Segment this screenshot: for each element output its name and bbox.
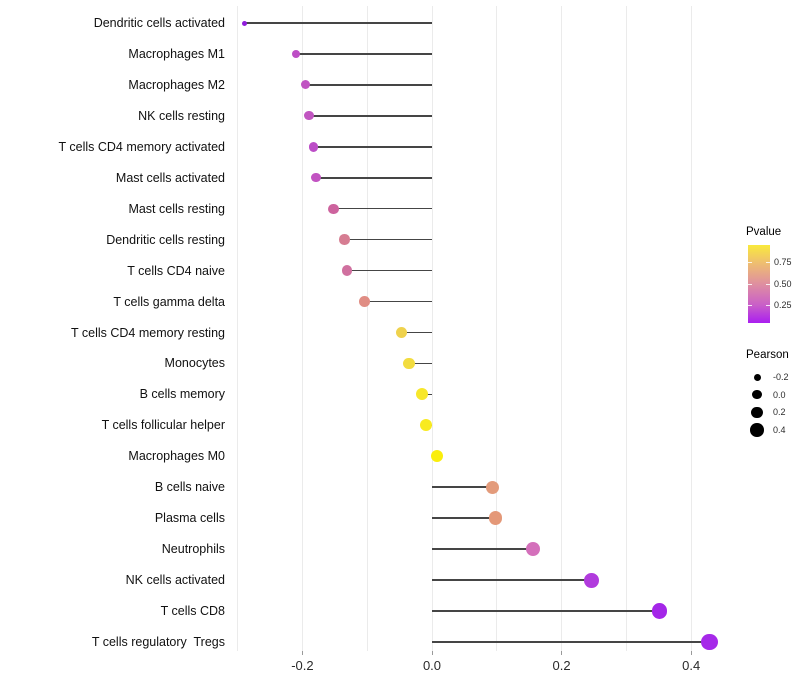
lollipop-stick <box>344 238 432 241</box>
row-label: B cells naive <box>154 480 225 495</box>
pvalue-legend-tick <box>748 284 752 286</box>
x-axis-tick <box>690 651 692 655</box>
row-label: NK cells resting <box>138 108 225 123</box>
lollipop-dot <box>420 419 433 432</box>
pvalue-legend-label: 0.25 <box>774 300 792 311</box>
lollipop-stick <box>432 579 592 581</box>
lollipop-dot <box>241 20 247 26</box>
row-label: Neutrophils <box>161 542 225 557</box>
row-label: T cells CD8 <box>160 604 225 619</box>
pearson-key-dot <box>750 423 764 437</box>
row-label: Mast cells resting <box>128 201 225 216</box>
row-label: T cells CD4 memory activated <box>58 139 226 154</box>
pvalue-legend-tick <box>748 262 752 264</box>
row-label: T cells gamma delta <box>113 294 225 309</box>
lollipop-dot <box>651 603 668 619</box>
gridline <box>431 6 433 651</box>
row-label: T cells CD4 memory resting <box>71 325 225 340</box>
lollipop-dot <box>328 203 339 214</box>
pvalue-legend-label: 0.75 <box>774 257 792 268</box>
lollipop-dot <box>395 326 408 339</box>
x-axis-tick-label: -0.2 <box>291 658 314 673</box>
pearson-key-label: 0.0 <box>773 389 786 400</box>
pvalue-legend-tick <box>766 284 770 286</box>
pvalue-legend-label: 0.50 <box>774 279 792 289</box>
lollipop-stick <box>409 362 432 365</box>
x-axis-tick-label: 0.4 <box>682 658 701 673</box>
lollipop-stick <box>305 84 432 86</box>
gridline <box>301 6 303 651</box>
lollipop-dot <box>485 480 499 494</box>
pearson-key-label: 0.4 <box>773 425 786 436</box>
row-label: Dendritic cells resting <box>106 232 225 247</box>
lollipop-dot <box>583 572 599 588</box>
row-label: Macrophages M1 <box>128 46 225 61</box>
lollipop-dot <box>301 80 311 90</box>
lollipop-stick <box>313 146 432 148</box>
row-label: T cells CD4 naive <box>127 263 225 278</box>
row-label: B cells memory <box>139 387 225 402</box>
row-label: Plasma cells <box>154 511 225 526</box>
row-label: NK cells activated <box>125 573 225 588</box>
gridline <box>366 6 368 651</box>
lollipop-stick <box>316 176 432 179</box>
lollipop-stick <box>432 486 493 489</box>
pvalue-gradient-bar <box>748 245 770 323</box>
lollipop-dot <box>304 111 314 121</box>
lollipop-dot <box>488 511 503 525</box>
pearson-key-label: -0.2 <box>773 372 789 382</box>
gridline <box>561 6 563 651</box>
pvalue-legend-tick <box>766 262 770 264</box>
lollipop-dot <box>359 296 371 307</box>
lollipop-dot <box>341 265 353 276</box>
lollipop-dot <box>403 357 416 370</box>
row-label: Macrophages M0 <box>128 449 225 464</box>
lollipop-dot <box>291 49 301 59</box>
gridline <box>690 6 692 651</box>
lollipop-stick <box>432 548 534 550</box>
pvalue-legend-tick <box>748 305 752 307</box>
x-axis-tick <box>431 651 433 655</box>
pearson-key-dot <box>753 373 761 381</box>
pearson-key-dot <box>752 389 762 400</box>
gridline <box>237 6 239 651</box>
row-label: Macrophages M2 <box>128 77 225 92</box>
lollipop-stick <box>347 269 432 272</box>
gridline <box>625 6 627 651</box>
row-label: Monocytes <box>164 356 225 371</box>
lollipop-stick <box>333 207 432 210</box>
row-label: T cells regulatory Tregs <box>91 635 225 649</box>
pearson-legend-title: Pearson <box>746 349 789 361</box>
lollipop-stick <box>401 331 432 334</box>
lollipop-dot <box>526 542 541 557</box>
gridline <box>496 6 498 651</box>
lollipop-stick <box>244 22 432 24</box>
lollipop-dot <box>416 388 429 401</box>
lollipop-dot <box>311 172 321 183</box>
lollipop-stick <box>308 115 432 117</box>
lollipop-stick <box>432 517 496 519</box>
lollipop-stick <box>432 610 660 612</box>
row-label: Dendritic cells activated <box>93 16 225 30</box>
row-label: T cells follicular helper <box>101 418 225 433</box>
lollipop-dot <box>339 234 350 245</box>
pearson-key-dot <box>751 406 763 419</box>
pvalue-legend-tick <box>766 305 770 307</box>
lollipop-dot <box>308 142 319 152</box>
x-axis-tick <box>561 651 563 655</box>
lollipop-stick <box>432 641 710 643</box>
lollipop-dot <box>430 450 444 463</box>
lollipop-stick <box>364 300 432 303</box>
x-axis-tick-label: 0.2 <box>552 658 571 673</box>
row-label: Mast cells activated <box>115 170 225 185</box>
x-axis-tick-label: 0.0 <box>422 658 442 673</box>
pearson-key-label: 0.2 <box>773 407 786 418</box>
x-axis-tick <box>301 651 303 655</box>
lollipop-dot <box>701 633 718 651</box>
pvalue-legend-title: Pvalue <box>746 226 782 238</box>
lollipop-stick <box>295 53 432 55</box>
